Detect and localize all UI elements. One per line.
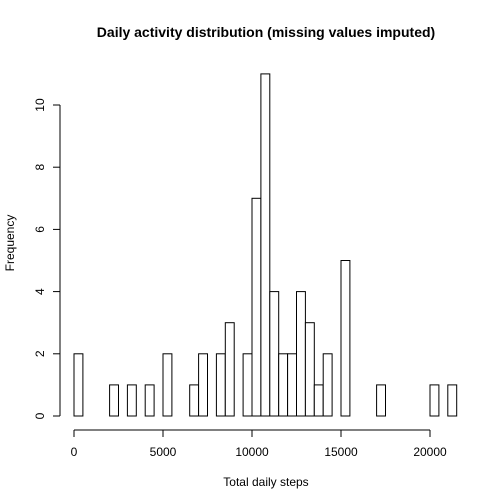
- x-tick-label: 0: [71, 445, 78, 459]
- histogram-bar: [73, 353, 84, 417]
- x-tick-label: 10000: [235, 445, 269, 459]
- histogram-bar: [224, 322, 235, 417]
- bars-group: [73, 73, 458, 417]
- y-tick-label: 4: [33, 288, 47, 295]
- histogram-bar: [376, 384, 387, 417]
- histogram-bar: [269, 291, 280, 417]
- histogram-bar: [189, 384, 200, 417]
- y-tick-label: 8: [33, 164, 47, 171]
- histogram-bar: [429, 384, 440, 417]
- y-tick-label: 0: [33, 412, 47, 419]
- x-tick-label: 15000: [324, 445, 358, 459]
- histogram-bar: [126, 384, 137, 417]
- x-axis: 0 5000 10000 15000 20000: [71, 429, 447, 459]
- histogram-bar: [242, 353, 253, 417]
- histogram-bar: [144, 384, 155, 417]
- histogram-bar: [313, 384, 324, 417]
- histogram-bar: [162, 353, 173, 417]
- x-tick-label: 5000: [150, 445, 177, 459]
- histogram-bar: [304, 322, 315, 417]
- histogram-bar: [251, 197, 262, 417]
- histogram-bar: [260, 73, 271, 417]
- histogram-bar: [340, 260, 351, 417]
- histogram-bar: [278, 353, 289, 417]
- x-axis-label: Total daily steps: [223, 475, 308, 489]
- x-tick-label: 20000: [413, 445, 447, 459]
- histogram-bar: [287, 353, 298, 417]
- y-tick-label: 6: [33, 226, 47, 233]
- histogram-bar: [198, 353, 209, 417]
- chart-title: Daily activity distribution (missing val…: [97, 24, 435, 40]
- y-axis: 0 2 4 6 8 10: [33, 98, 61, 419]
- histogram-bar: [215, 353, 226, 417]
- histogram-bar: [322, 353, 333, 417]
- histogram-bar: [447, 384, 458, 417]
- y-axis-label: Frequency: [3, 215, 17, 272]
- y-tick-label: 10: [33, 98, 47, 112]
- histogram-bar: [109, 384, 119, 417]
- y-tick-label: 2: [33, 350, 47, 357]
- histogram-bar: [296, 291, 306, 417]
